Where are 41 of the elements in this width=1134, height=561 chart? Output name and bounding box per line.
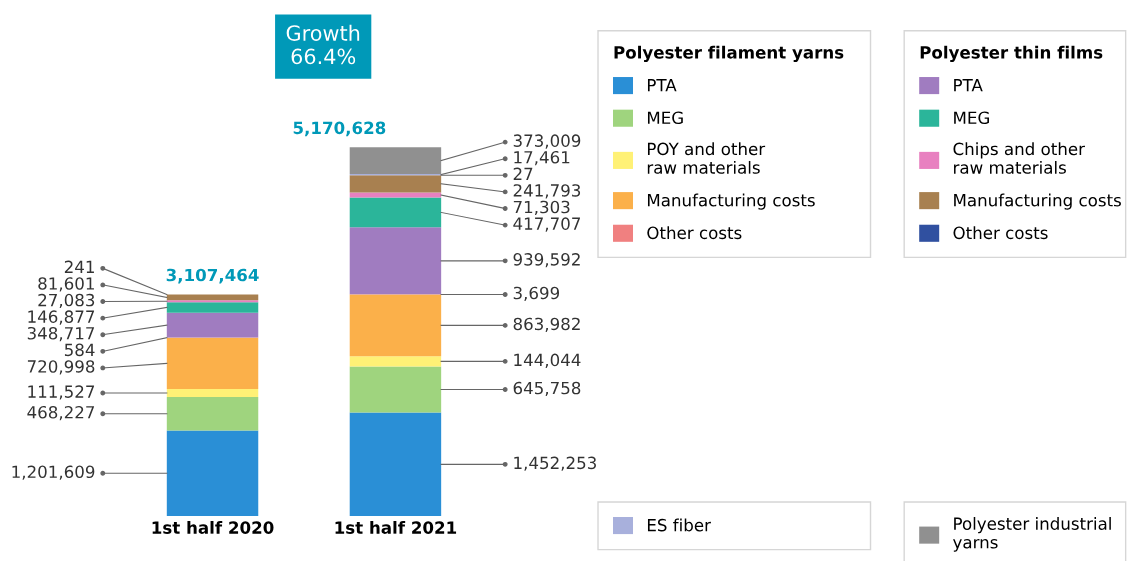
data-label: 645,758: [513, 381, 581, 397]
data-label: 863,982: [513, 317, 580, 332]
text: Polyester thin films: [920, 45, 1103, 63]
total-label: 5,170,628: [293, 121, 386, 137]
data-label: 373,009: [513, 134, 581, 149]
legend-label: MEG: [954, 111, 989, 125]
data-label: 720,998: [27, 360, 95, 375]
data-label: 1,201,609: [12, 465, 95, 480]
data-label: 468,227: [27, 405, 95, 421]
legend-label: Manufacturing costs: [954, 193, 1121, 210]
data-label: 241,793: [513, 184, 581, 199]
legend-label: Other costs: [953, 226, 1048, 240]
data-label: 71,303: [513, 200, 570, 216]
data-label: 584: [64, 343, 95, 357]
data-label: 27: [513, 167, 533, 180]
legend-label: Polyester industrial yarns: [953, 517, 1111, 552]
legend-label: Manufacturing costs: [647, 193, 815, 210]
text: Polyester filament yarns: [614, 45, 844, 63]
data-label: 146,877: [28, 310, 95, 325]
data-label: 417,707: [513, 217, 580, 232]
legend-label: PTA: [647, 79, 677, 92]
legend-label: MEG: [647, 111, 683, 125]
data-label: 3,699: [513, 286, 560, 301]
x-tick-label: 1st half 2020: [152, 520, 274, 534]
data-label: 1,452,253: [514, 456, 596, 471]
data-label: 17,461: [514, 150, 570, 166]
data-label: 27,083: [38, 293, 95, 309]
text: Growth 66.4%: [286, 24, 360, 65]
x-tick-label: 1st half 2021: [335, 520, 457, 534]
data-label: 144,044: [514, 353, 581, 368]
data-label: 81,601: [38, 277, 94, 292]
data-label: 111,527: [28, 385, 95, 400]
total-label: 3,107,464: [166, 268, 259, 284]
legend-label: Other costs: [647, 226, 742, 240]
legend-label: POY and other raw materials: [647, 142, 766, 174]
legend-label: PTA: [954, 79, 983, 92]
data-label: 348,717: [27, 326, 95, 342]
legend-label: ES fiber: [647, 518, 711, 532]
data-label: 241: [64, 260, 94, 273]
data-label: 939,592: [513, 253, 580, 268]
legend-label: Chips and other raw materials: [953, 142, 1085, 174]
